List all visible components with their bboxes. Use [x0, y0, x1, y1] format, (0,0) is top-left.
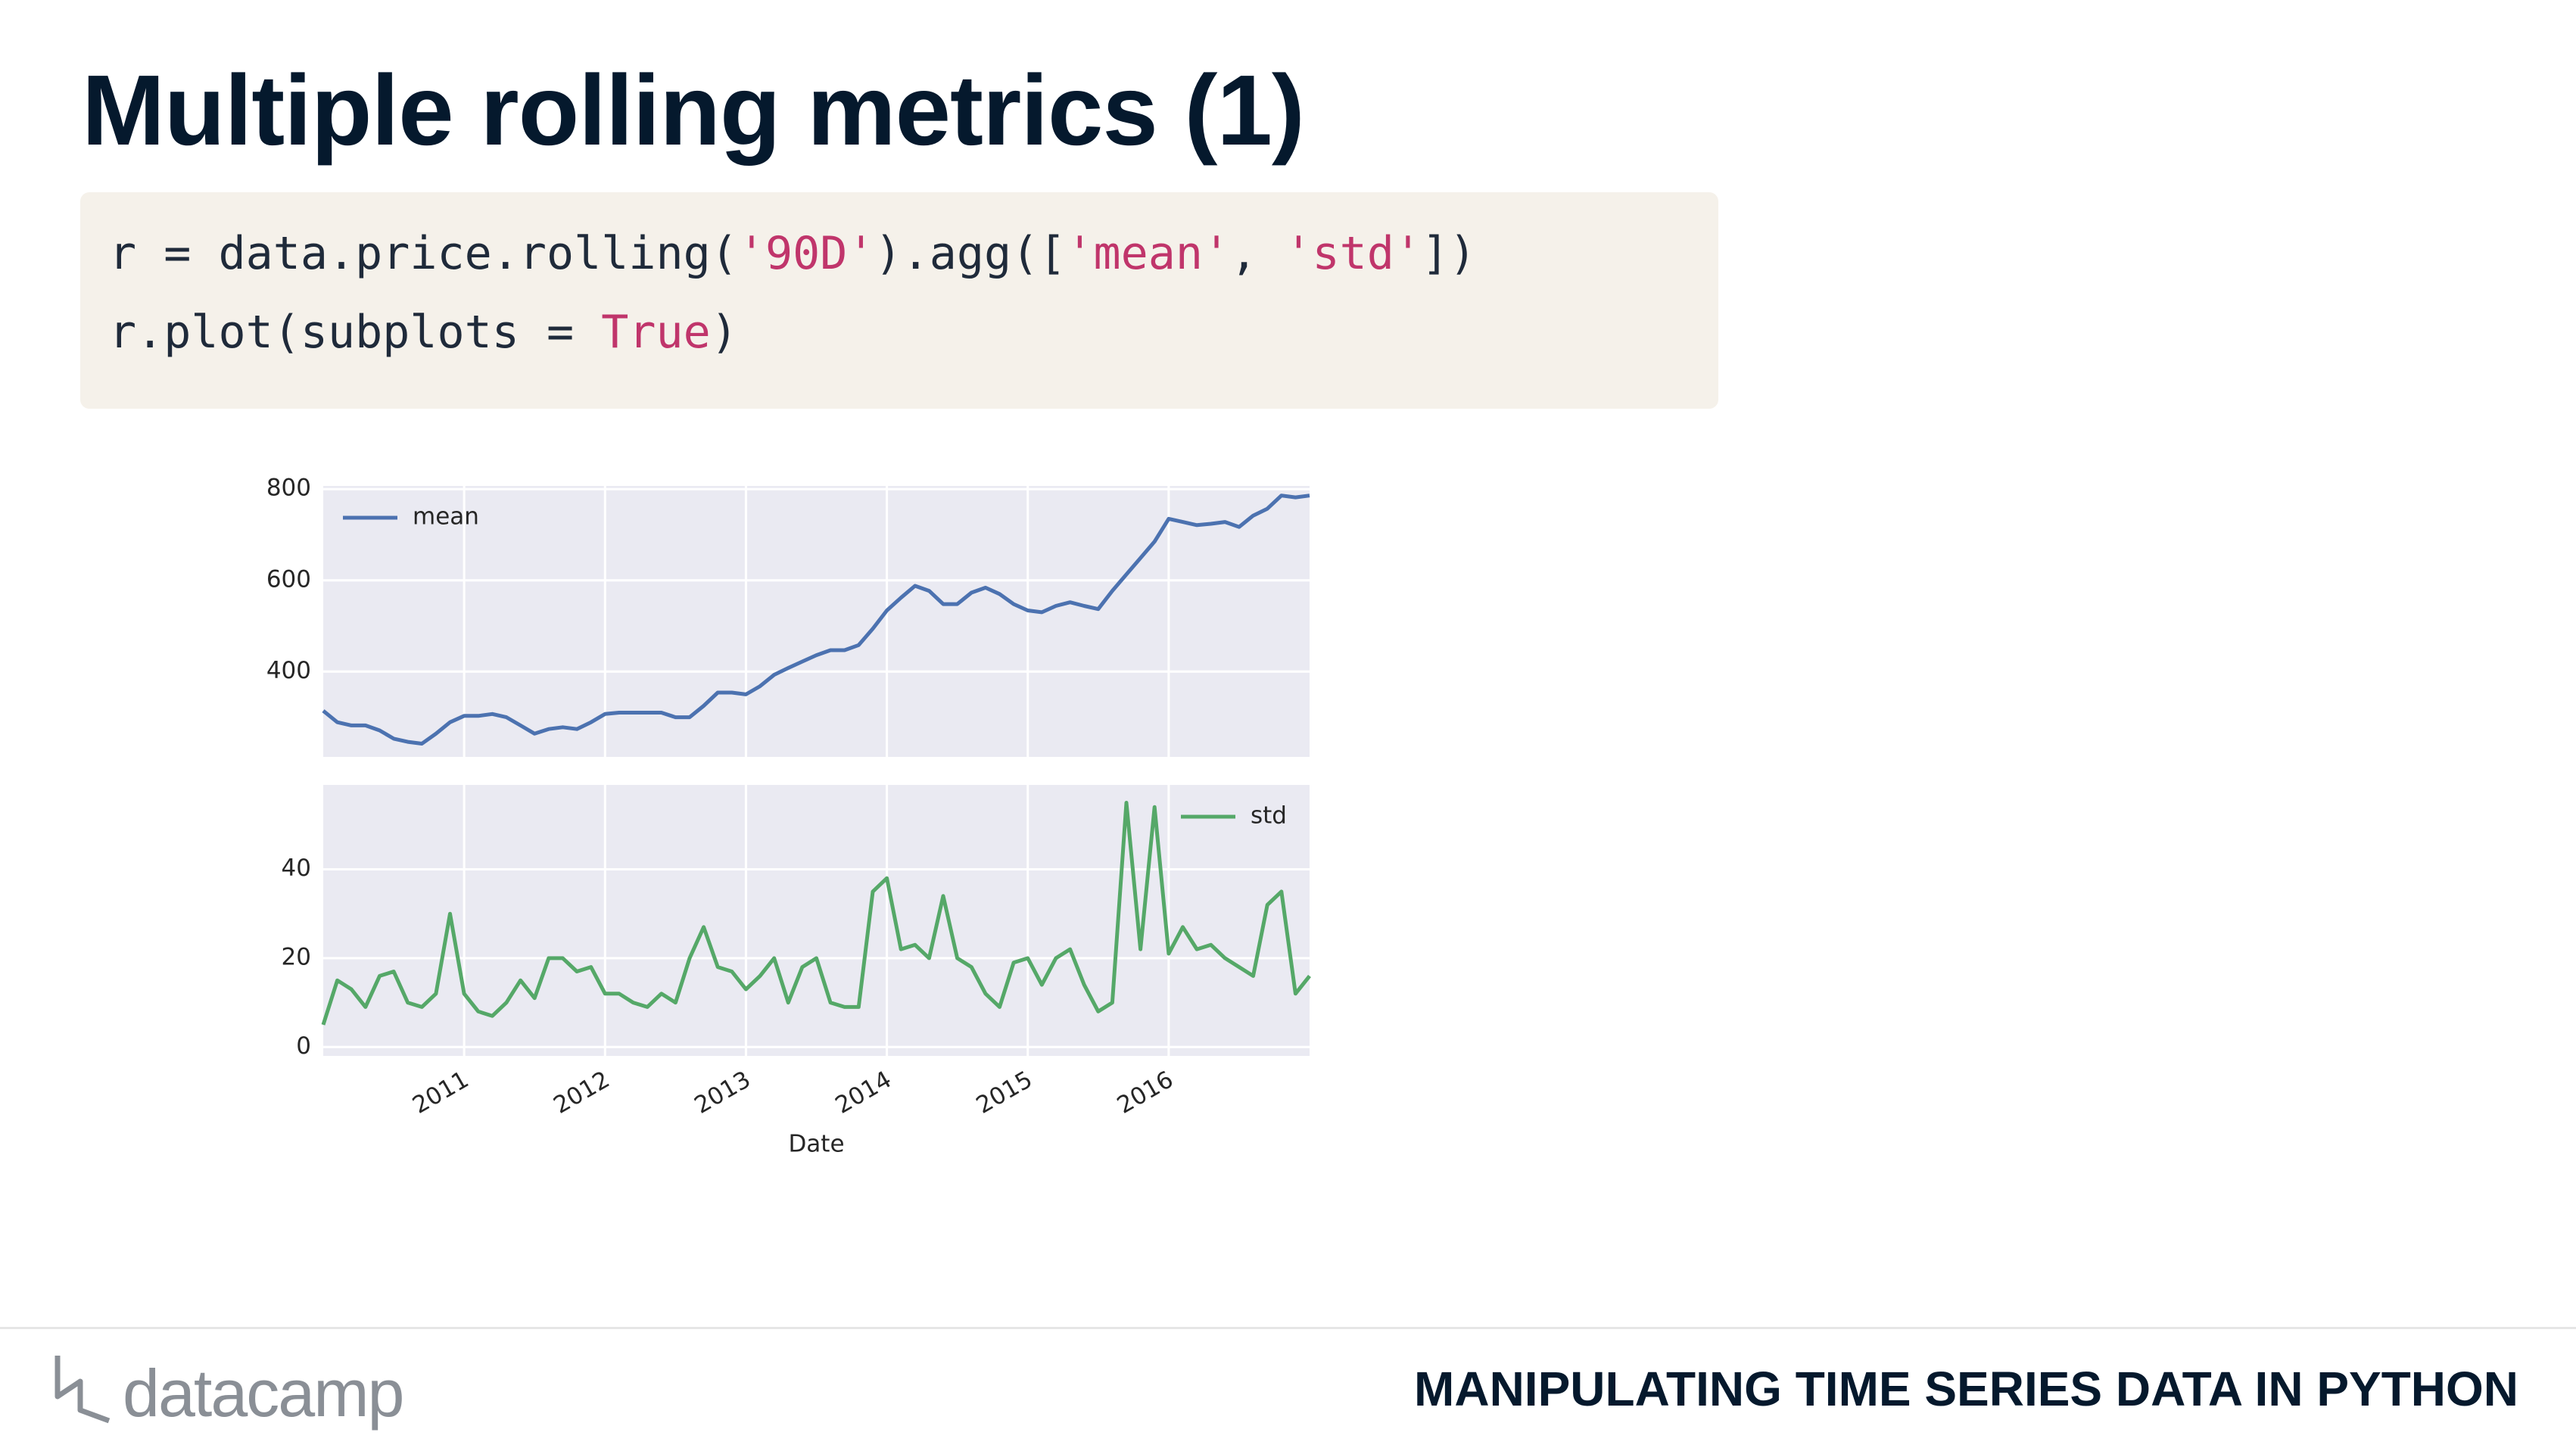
- code-token: ): [710, 306, 738, 359]
- code-line: r = data.price.rolling('90D').agg(['mean…: [109, 227, 1476, 280]
- data-line: [321, 801, 1311, 1026]
- plot-area: [323, 486, 1310, 757]
- x-tick-label: 2015: [972, 1066, 1037, 1119]
- x-axis-label: Date: [788, 1131, 844, 1158]
- code-token: '90D': [737, 227, 875, 280]
- y-tick-label: 0: [296, 1032, 311, 1060]
- legend-label: std: [1251, 802, 1287, 830]
- plot-area: [323, 785, 1310, 1056]
- x-tick-label: 2011: [408, 1066, 473, 1119]
- code-block: r = data.price.rolling('90D').agg(['mean…: [80, 192, 1718, 409]
- code-token: ,: [1230, 227, 1285, 280]
- code-token: r.plot(subplots =: [109, 306, 602, 359]
- x-tick-label: 2013: [690, 1066, 755, 1119]
- code-token: ).agg([: [874, 227, 1067, 280]
- code-token: r = data.price.rolling(: [109, 227, 738, 280]
- code-token: ]): [1421, 227, 1477, 280]
- y-tick-label: 600: [266, 565, 311, 593]
- slide-title: Multiple rolling metrics (1): [82, 54, 1305, 166]
- code-line: r.plot(subplots = True): [109, 306, 738, 359]
- code-token: True: [601, 306, 711, 359]
- chart: 400 600 800 mean 0 20 40 2011 2012 2013 2014 2015 20…: [266, 475, 1311, 1158]
- code-token: 'mean': [1066, 227, 1231, 280]
- y-tick-label: 400: [266, 657, 311, 684]
- legend-label: mean: [413, 503, 479, 531]
- code-token: 'std': [1285, 227, 1422, 280]
- course-title: MANIPULATING TIME SERIES DATA IN PYTHON: [1414, 1362, 2518, 1416]
- x-tick-label: 2012: [549, 1066, 614, 1119]
- footer-divider: [0, 1327, 2576, 1329]
- logo-text: datacamp: [123, 1356, 404, 1431]
- y-tick-label: 40: [282, 855, 311, 882]
- data-line: [322, 494, 1310, 746]
- logo-icon: [55, 1356, 111, 1424]
- x-tick-label: 2016: [1113, 1066, 1178, 1119]
- y-tick-label: 800: [266, 475, 311, 502]
- y-tick-label: 20: [282, 943, 311, 970]
- x-tick-label: 2014: [830, 1066, 896, 1119]
